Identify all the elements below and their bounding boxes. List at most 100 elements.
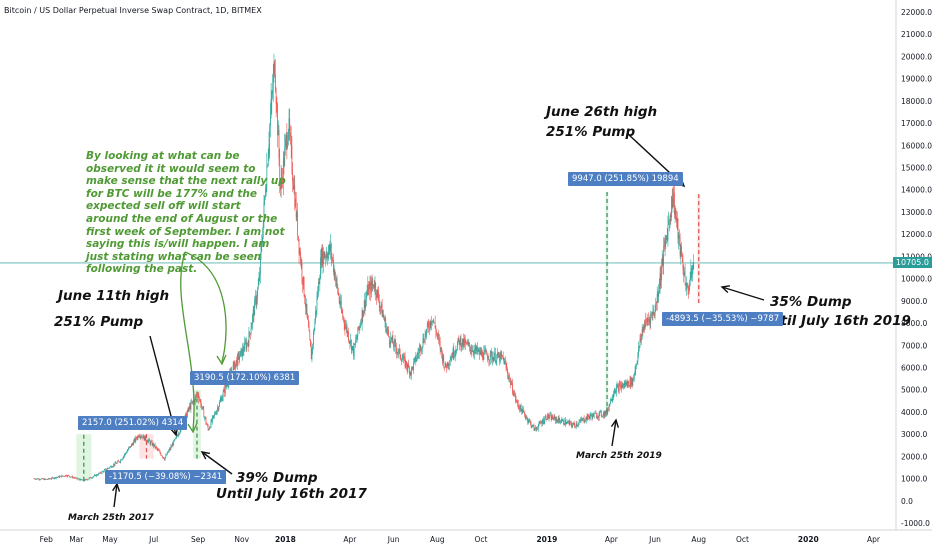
candle-body-496 [388,336,390,343]
candle-body-688 [526,417,528,419]
candle-body-168 [154,444,155,447]
candle-body-323 [265,194,266,197]
candle-body-890 [671,196,672,218]
candle-body-490 [384,318,386,321]
measure-label-dump-2017: -1170.5 (−39.08%) −2341 [105,470,227,484]
candle-body-642 [493,357,495,362]
candle-body-618 [476,346,478,351]
candle-body-893 [673,193,675,199]
candle-body-576 [446,366,447,368]
candle-body-663 [508,377,510,379]
candle-body-837 [633,378,634,380]
candle-body-241 [206,423,208,425]
candle-body-299 [247,343,249,347]
candle-body-294 [244,342,245,352]
candle-body-31 [55,477,57,479]
candle-body-14 [43,478,45,480]
june11-high-label: June 11th high [58,288,170,304]
candle-body-396 [317,294,319,297]
candle-body-280 [234,361,235,370]
candle-body-865 [653,311,654,315]
candle-body-784 [595,413,596,414]
candle-body-147 [138,436,140,438]
dump-2017-label: 39% Dump [236,470,318,486]
candle-body-179 [161,455,163,457]
candle-body-254 [215,413,217,415]
candle-body-17 [45,479,47,480]
candle-body-836 [632,379,634,386]
candle-body-160 [148,439,149,441]
candle-body-155 [144,436,146,441]
candle-body-178 [161,455,162,456]
candle-body-581 [449,360,451,365]
candle-body-762 [579,421,581,422]
candle-body-731 [557,420,558,423]
candle-body-491 [385,318,387,332]
candle-body-641 [492,357,494,362]
candle-body-261 [220,398,222,401]
candle-body-173 [157,449,159,451]
candle-body-674 [516,400,518,402]
candle-body-65 [80,479,81,481]
candle-body-385 [309,331,311,340]
candle-body-867 [654,309,656,316]
candle-body-256 [217,407,218,411]
candle-body-466 [367,284,369,292]
candle-body-919 [691,268,693,278]
arrow-dump-2019 [721,286,765,301]
candle-body-505 [395,342,397,349]
candle-body-580 [449,364,450,365]
candle-body-441 [349,341,351,344]
candle-body-577 [446,362,448,368]
candle-body-888 [669,215,671,222]
candle-body-751 [571,424,573,427]
x-tick-label-8: Jun [387,535,400,544]
candle-body-365 [295,198,296,207]
candle-body-550 [427,323,429,325]
candle-body-609 [469,346,471,351]
candle-body-181 [163,457,165,459]
candle-body-77 [88,477,90,479]
candle-body-247 [210,420,212,428]
candle-body-699 [534,427,536,431]
candle-body-158 [146,441,148,443]
candle-body-320 [262,219,264,238]
candle-body-183 [164,457,166,460]
candle-body-191 [170,446,172,450]
candle-body-62 [78,478,79,480]
candle-body-257 [217,407,219,410]
y-tick-label-9: 13000.0 [901,208,932,217]
candle-body-104 [108,467,109,469]
candle-body-118 [118,460,119,462]
candle-body-876 [661,266,662,280]
candle-body-486 [381,303,383,318]
candle-body-501 [392,336,394,345]
candle-body-700 [535,427,536,429]
candle-body-222 [192,401,194,402]
candle-body-192 [171,446,172,447]
candle-body-408 [325,254,327,258]
candle-body-640 [492,357,493,360]
candle-body-428 [340,300,341,306]
candle-body-808 [612,397,614,399]
candle-body-574 [444,363,446,367]
candle-body-55 [73,477,74,479]
candle-body-481 [378,292,379,301]
candle-body-742 [565,419,566,425]
candle-body-820 [621,385,622,389]
candle-body-530 [413,361,415,370]
candle-body-763 [580,419,581,422]
candle-body-236 [202,406,204,409]
candle-body-235 [202,406,203,408]
candle-body-471 [371,280,372,294]
candle-body-625 [481,351,483,355]
candle-body-906 [682,261,684,270]
candle-body-73 [85,479,87,480]
candle-body-461 [363,300,365,312]
candle-body-37 [60,475,61,477]
candle-body-134 [129,445,131,448]
candle-body-346 [281,177,283,179]
candle-body-72 [85,479,86,480]
candle-body-597 [461,345,462,348]
